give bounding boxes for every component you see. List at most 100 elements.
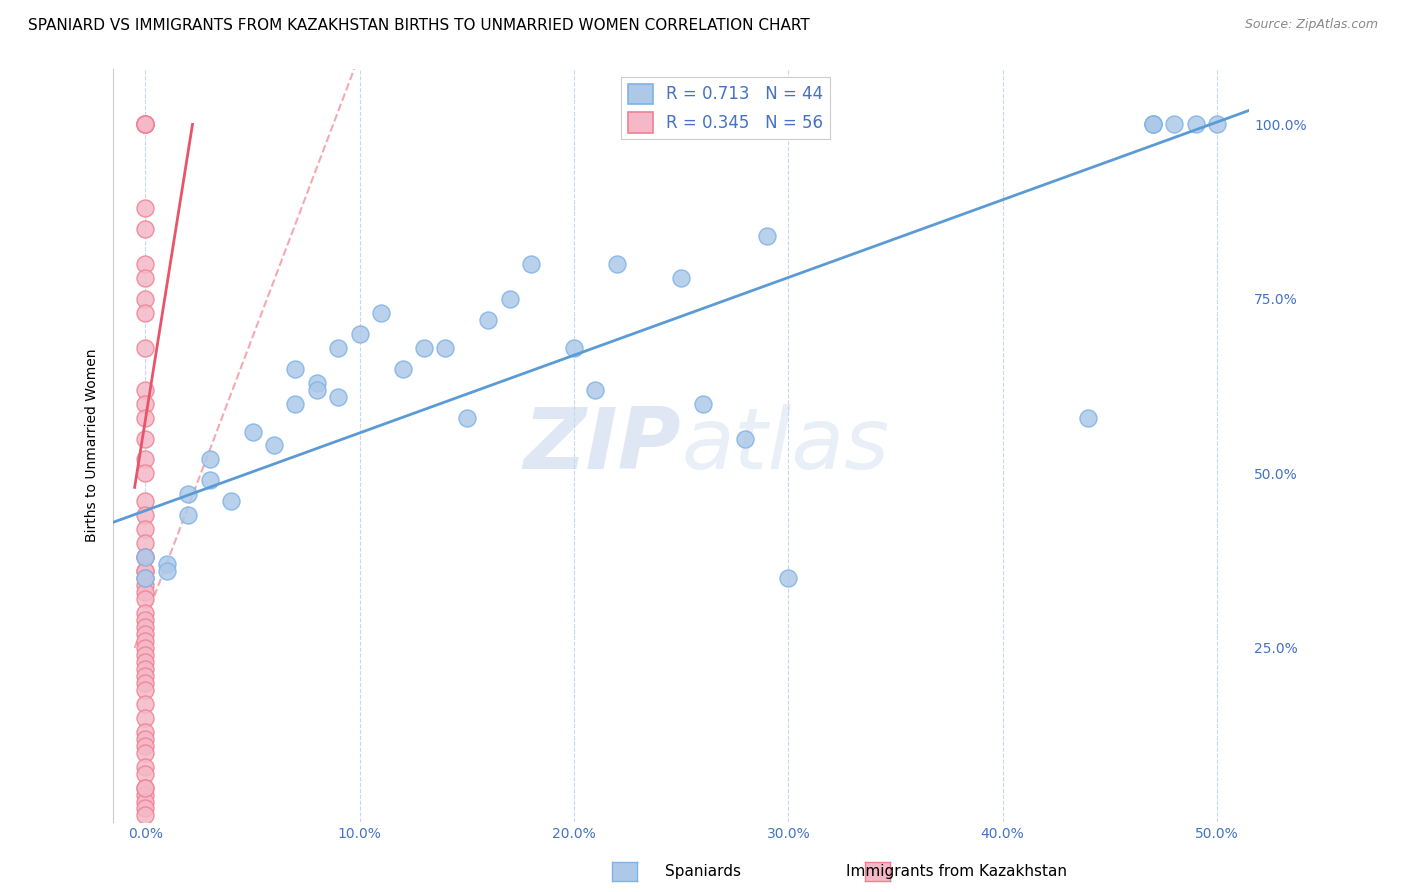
Point xyxy=(477,313,499,327)
Point xyxy=(134,271,156,285)
Point xyxy=(134,627,156,641)
Point xyxy=(134,780,156,795)
Point xyxy=(1163,117,1185,131)
Point xyxy=(134,396,156,410)
Point xyxy=(134,808,156,822)
Point xyxy=(134,620,156,634)
Point xyxy=(134,508,156,523)
Point xyxy=(692,396,714,410)
Point xyxy=(242,425,264,439)
Point xyxy=(370,306,392,320)
Point xyxy=(134,585,156,599)
Point xyxy=(456,410,478,425)
Point xyxy=(499,292,522,306)
Text: Source: ZipAtlas.com: Source: ZipAtlas.com xyxy=(1244,18,1378,31)
Point xyxy=(734,432,756,446)
Point xyxy=(134,117,156,131)
Point xyxy=(134,257,156,271)
Point xyxy=(134,571,156,585)
Point xyxy=(134,578,156,592)
Point xyxy=(134,682,156,697)
Point xyxy=(606,257,628,271)
Point xyxy=(134,634,156,648)
Point xyxy=(134,452,156,467)
Point xyxy=(778,571,800,585)
Point xyxy=(391,361,413,376)
Point xyxy=(134,550,156,565)
Point xyxy=(134,746,156,760)
Point xyxy=(134,571,156,585)
Point xyxy=(134,795,156,809)
Point xyxy=(778,117,800,131)
Point xyxy=(134,640,156,655)
Point xyxy=(134,759,156,773)
Point xyxy=(177,487,200,501)
Point xyxy=(1077,410,1099,425)
Point xyxy=(413,341,436,355)
Point xyxy=(669,271,692,285)
Point xyxy=(1142,117,1164,131)
Point xyxy=(134,550,156,565)
Point xyxy=(134,550,156,565)
Y-axis label: Births to Unmarried Women: Births to Unmarried Women xyxy=(86,349,100,542)
Point xyxy=(198,452,221,467)
Point xyxy=(219,494,242,508)
Point xyxy=(778,117,800,131)
Point xyxy=(198,474,221,488)
Point xyxy=(134,648,156,662)
Point xyxy=(134,662,156,676)
Point xyxy=(134,766,156,780)
Point xyxy=(134,117,156,131)
Point xyxy=(134,494,156,508)
Point xyxy=(134,613,156,627)
Text: Spaniards: Spaniards xyxy=(665,863,741,879)
Point xyxy=(134,697,156,711)
Point xyxy=(134,522,156,536)
Point xyxy=(1184,117,1206,131)
Point xyxy=(134,292,156,306)
Point xyxy=(134,201,156,215)
Point xyxy=(134,606,156,620)
Point xyxy=(134,676,156,690)
Point xyxy=(134,432,156,446)
Point xyxy=(1206,117,1229,131)
Point xyxy=(583,383,606,397)
Point xyxy=(134,306,156,320)
Point xyxy=(1142,117,1164,131)
Point xyxy=(328,341,350,355)
Point xyxy=(755,229,778,244)
Point xyxy=(134,669,156,683)
Point xyxy=(134,739,156,753)
Point xyxy=(263,438,285,452)
Point xyxy=(562,341,585,355)
Point xyxy=(520,257,543,271)
Point xyxy=(284,396,307,410)
Text: ZIP: ZIP xyxy=(523,404,681,487)
Point xyxy=(134,410,156,425)
Point xyxy=(434,341,457,355)
Point xyxy=(134,117,156,131)
Point xyxy=(156,557,179,571)
Point xyxy=(134,724,156,739)
Point xyxy=(134,467,156,481)
Point xyxy=(134,341,156,355)
Point xyxy=(1142,117,1164,131)
Point xyxy=(284,361,307,376)
Point xyxy=(134,655,156,669)
Point xyxy=(349,326,371,341)
Point xyxy=(134,117,156,131)
Point xyxy=(134,222,156,236)
Text: atlas: atlas xyxy=(681,404,889,487)
Point xyxy=(134,788,156,802)
Point xyxy=(134,383,156,397)
Point xyxy=(134,780,156,795)
Point xyxy=(134,564,156,578)
Point xyxy=(134,564,156,578)
Text: Immigrants from Kazakhstan: Immigrants from Kazakhstan xyxy=(845,863,1067,879)
Point xyxy=(328,390,350,404)
Point xyxy=(305,376,328,390)
Point xyxy=(134,536,156,550)
Point xyxy=(305,383,328,397)
Point xyxy=(134,592,156,607)
Point xyxy=(134,801,156,815)
